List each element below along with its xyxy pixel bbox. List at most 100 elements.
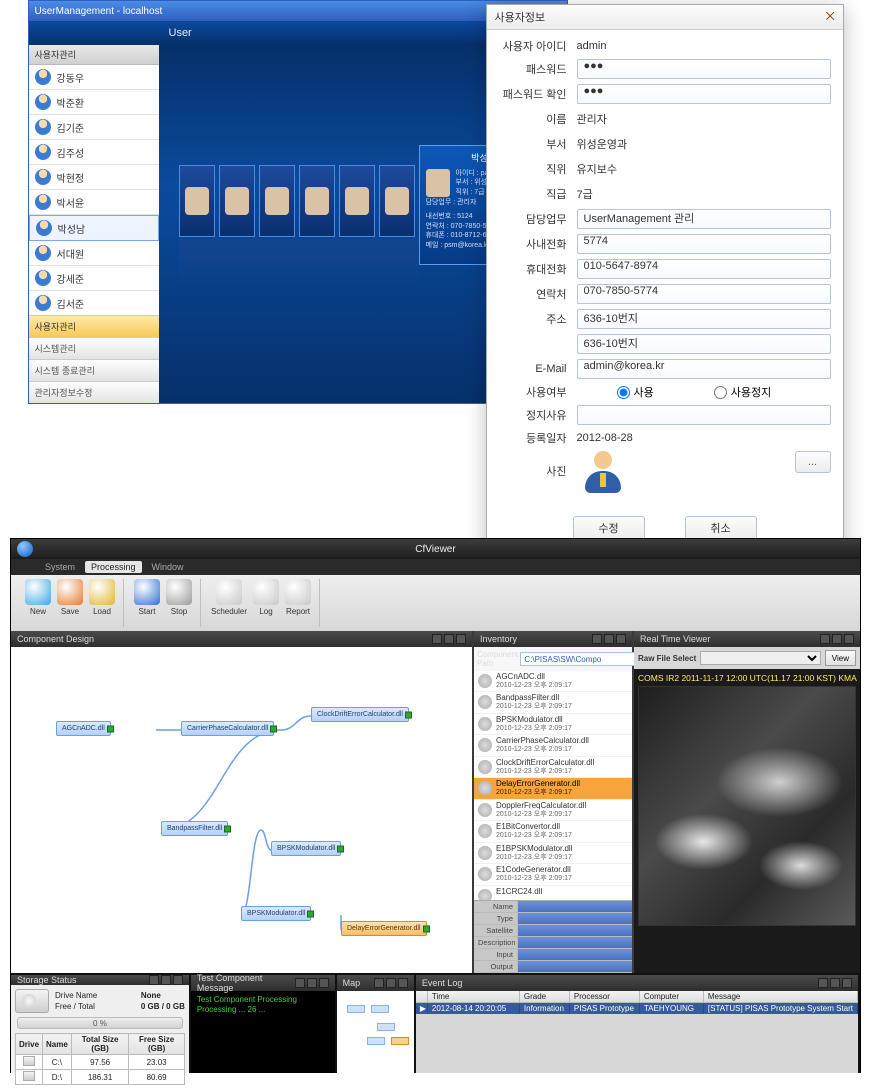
hdd-icon — [15, 989, 49, 1013]
user-list-item[interactable]: 강세준 — [29, 266, 159, 291]
user-list-item[interactable]: 박현정 — [29, 165, 159, 190]
user-info-dialog: 사용자정보 ⨉ 사용자 아이디admin 패스워드●●● 패스워드 확인●●● … — [486, 4, 844, 555]
browse-photo-button[interactable]: ... — [795, 451, 831, 473]
flow-node[interactable]: ClockDriftErrorCalculator.dll — [311, 707, 409, 722]
sidebar-tab[interactable]: 관리자정보수정 — [29, 381, 159, 403]
user-list-item[interactable]: 김기준 — [29, 115, 159, 140]
inventory-panel: Inventory Component Path AGCnADC.dll2010… — [474, 631, 634, 973]
inventory-item[interactable]: E1CodeGenerator.dll2010-12-23 오후 2:09:17 — [474, 864, 632, 885]
satellite-image-title: COMS IR2 2011-11-17 12:00 UTC(11.17 21:0… — [638, 673, 856, 683]
tel-internal-input[interactable]: 5774 — [577, 234, 831, 254]
drive-row[interactable]: D:\186.3180.69 — [16, 1070, 185, 1085]
event-log-row[interactable]: ▶ 2012-08-14 20:20:05 Information PISAS … — [416, 1003, 858, 1014]
gear-icon — [478, 846, 492, 860]
menu-item[interactable]: Window — [146, 561, 190, 573]
avatar-icon — [35, 119, 51, 135]
ok-button[interactable]: 수정 — [573, 516, 645, 540]
gear-icon — [478, 889, 492, 900]
gear-icon — [478, 717, 492, 731]
raw-file-select[interactable] — [700, 651, 821, 665]
ribbon-save-button[interactable]: Save — [57, 579, 83, 627]
gear-icon — [478, 781, 492, 795]
inventory-item[interactable]: DopplerFreqCalculator.dll2010-12-23 오후 2… — [474, 800, 632, 821]
password-confirm-input[interactable]: ●●● — [577, 84, 831, 104]
ribbon-report-button[interactable]: Report — [285, 579, 311, 627]
inventory-item[interactable]: DelayErrorGenerator.dll2010-12-23 오후 2:0… — [474, 778, 632, 799]
inventory-item[interactable]: ClockDriftErrorCalculator.dll2010-12-23 … — [474, 757, 632, 778]
inventory-item[interactable]: BPSKModulator.dll2010-12-23 오후 2:09:17 — [474, 714, 632, 735]
grade-value: 7급 — [577, 184, 593, 204]
stop-reason-input[interactable] — [577, 405, 831, 425]
user-list-item[interactable]: 박서윤 — [29, 190, 159, 215]
view-button[interactable]: View — [825, 650, 856, 666]
sidebar-tab[interactable]: 사용자관리 — [29, 315, 159, 337]
flow-node[interactable]: BPSKModulator.dll — [271, 841, 341, 856]
app-orb-icon[interactable] — [17, 541, 33, 557]
ribbon-load-button[interactable]: Load — [89, 579, 115, 627]
ribbon-stop-button[interactable]: Stop — [166, 579, 192, 627]
use-off-radio[interactable]: 사용정지 — [714, 384, 771, 400]
cfviewer-titlebar[interactable]: CfViewer — [11, 539, 860, 559]
user-list-item[interactable]: 김서준 — [29, 291, 159, 315]
ribbon-start-button[interactable]: Start — [134, 579, 160, 627]
gear-icon — [478, 738, 492, 752]
duty-input[interactable]: UserManagement 관리 — [577, 209, 831, 229]
storage-status-panel: Storage Status Drive NameFree / Total No… — [11, 975, 191, 1073]
window-title: UserManagement - localhost — [35, 6, 163, 17]
password-input[interactable]: ●●● — [577, 59, 831, 79]
drive-table: DriveNameTotal Size (GB)Free Size (GB) C… — [15, 1033, 185, 1085]
avatar-icon — [35, 270, 51, 286]
user-list-item[interactable]: 강동우 — [29, 65, 159, 90]
user-list-item[interactable]: 서대원 — [29, 241, 159, 266]
component-path-input[interactable] — [520, 652, 638, 666]
menu-bar: System Processing Window — [11, 559, 860, 575]
user-list: 강동우박준환김기준김주성박현정박서윤박성남서대원강세준김서준김준서권지수 — [29, 65, 159, 315]
use-on-radio[interactable]: 사용 — [617, 384, 654, 400]
email-input[interactable]: admin@korea.kr — [577, 359, 831, 379]
address2-input[interactable]: 636-10번지 — [577, 334, 831, 354]
ribbon-scheduler-button[interactable]: Scheduler — [211, 579, 247, 627]
close-icon[interactable]: ⨉ — [826, 11, 835, 24]
user-list-item[interactable]: 김주성 — [29, 140, 159, 165]
contact-input[interactable]: 070-7850-5774 — [577, 284, 831, 304]
inventory-item[interactable]: BandpassFilter.dll2010-12-23 오후 2:09:17 — [474, 692, 632, 713]
menu-item[interactable]: System — [39, 561, 81, 573]
flow-node[interactable]: DelayErrorGenerator.dll — [341, 921, 427, 936]
inventory-item[interactable]: AGCnADC.dll2010-12-23 오후 2:09:17 — [474, 671, 632, 692]
tel-mobile-input[interactable]: 010-5647-8974 — [577, 259, 831, 279]
inventory-properties: NameTypeSatelliteDescriptionInputOutput — [474, 900, 632, 973]
use-radio-group: 사용 사용정지 — [577, 384, 831, 400]
inventory-item[interactable]: E1BPSKModulator.dll2010-12-23 오후 2:09:17 — [474, 843, 632, 864]
flow-node[interactable]: BPSKModulator.dll — [241, 906, 311, 921]
dialog-titlebar[interactable]: 사용자정보 ⨉ — [487, 5, 843, 30]
inventory-item[interactable]: E1BitConvertor.dll2010-12-23 오후 2:09:17 — [474, 821, 632, 842]
ribbon-log-button[interactable]: Log — [253, 579, 279, 627]
user-photo — [581, 451, 625, 495]
gear-icon — [478, 867, 492, 881]
user-list-item[interactable]: 박성남 — [29, 215, 159, 241]
inventory-item[interactable]: E1CRC24.dll — [474, 886, 632, 900]
gear-icon — [478, 760, 492, 774]
gear-icon — [478, 674, 492, 688]
avatar-icon — [35, 245, 51, 261]
cancel-button[interactable]: 취소 — [685, 516, 757, 540]
flow-node[interactable]: CarrierPhaseCalculator.dll — [181, 721, 274, 736]
name-value: 관리자 — [577, 109, 607, 129]
realtime-viewer-panel: Real Time Viewer Raw File Select View CO… — [634, 631, 860, 973]
avatar-icon — [36, 220, 52, 236]
sidebar-tab[interactable]: 시스템관리 — [29, 337, 159, 359]
inventory-list[interactable]: AGCnADC.dll2010-12-23 오후 2:09:17Bandpass… — [474, 671, 632, 900]
address1-input[interactable]: 636-10번지 — [577, 309, 831, 329]
menu-item[interactable]: Processing — [85, 561, 142, 573]
drive-row[interactable]: C:\97.5623.03 — [16, 1055, 185, 1070]
inventory-item[interactable]: CarrierPhaseCalculator.dll2010-12-23 오후 … — [474, 735, 632, 756]
flow-node[interactable]: AGCnADC.dll — [56, 721, 111, 736]
sidebar-tab[interactable]: 시스템 종료관리 — [29, 359, 159, 381]
coverflow[interactable] — [179, 165, 415, 237]
sidebar: 사용자관리 강동우박준환김기준김주성박현정박서윤박성남서대원강세준김서준김준서권… — [29, 45, 159, 403]
satellite-image — [638, 686, 856, 926]
component-design-panel: Component Design AGCnADC.dllCarrierPhase… — [11, 631, 474, 973]
ribbon-new-button[interactable]: New — [25, 579, 51, 627]
flow-node[interactable]: BandpassFilter.dll — [161, 821, 228, 836]
user-list-item[interactable]: 박준환 — [29, 90, 159, 115]
